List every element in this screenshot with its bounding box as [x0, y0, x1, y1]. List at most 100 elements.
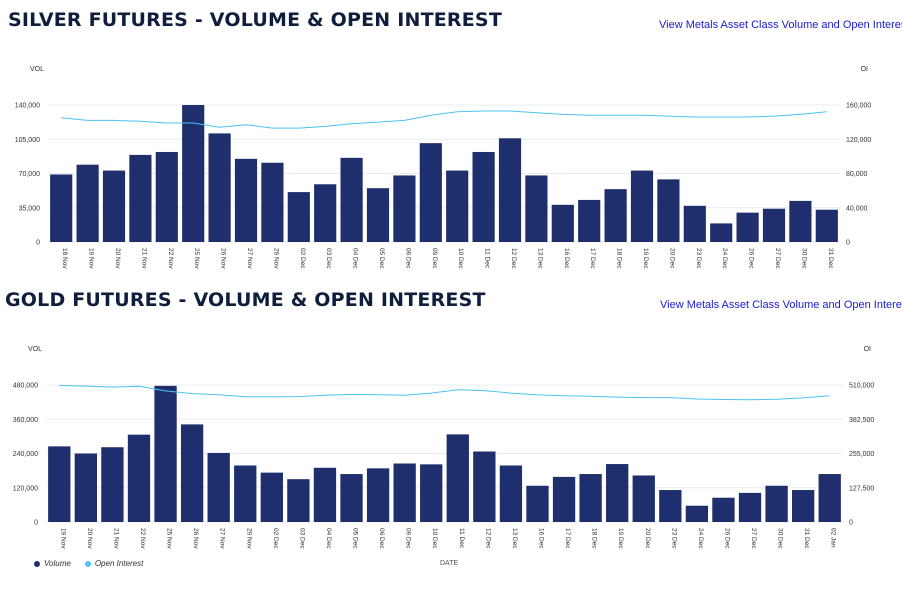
legend-open-interest[interactable]: Open Interest — [84, 559, 144, 568]
volume-bar — [234, 465, 257, 522]
volume-bar — [526, 485, 549, 522]
x-tick-label: 18 Dec — [591, 528, 598, 549]
x-tick-label: 06 Dec — [378, 528, 385, 549]
volume-bar — [340, 157, 363, 242]
volume-bar — [818, 474, 841, 522]
volume-bar — [736, 212, 759, 242]
x-tick-label: 25 Nov — [193, 248, 200, 269]
x-tick-label: 03 Dec — [325, 248, 332, 269]
volume-bar — [685, 505, 709, 522]
volume-bar — [287, 192, 310, 242]
x-tick-label: 17 Dec — [589, 248, 596, 269]
volume-bar — [180, 424, 204, 522]
x-tick-label: 06 Dec — [404, 248, 411, 269]
volume-bar — [525, 175, 548, 242]
x-tick-label: 22 Nov — [139, 528, 146, 549]
volume-bar — [659, 490, 682, 522]
legend-volume[interactable]: Volume — [34, 559, 71, 568]
volume-bar — [420, 464, 443, 522]
volume-bar — [314, 184, 337, 242]
volume-legend-icon — [34, 560, 40, 567]
y2-tick-label: 0 — [849, 520, 853, 527]
volume-bar — [446, 434, 469, 522]
x-tick-label: 11 Dec — [458, 528, 465, 549]
x-axis-title: DATE — [440, 560, 459, 567]
volume-bar — [154, 385, 177, 522]
x-tick-label: 27 Nov — [246, 248, 253, 269]
x-tick-label: 20 Nov — [86, 528, 93, 549]
volume-bar — [604, 189, 627, 242]
volume-bar — [446, 170, 469, 242]
y-tick-label: 240,000 — [13, 451, 38, 458]
y-tick-label: 35,000 — [19, 205, 41, 212]
volume-bar — [765, 485, 788, 522]
silver-metals-link[interactable]: View Metals Asset Class Volume and Open … — [659, 19, 902, 31]
y2-tick-label: 382,500 — [849, 417, 874, 424]
x-tick-label: 27 Dec — [750, 528, 757, 549]
volume-bar — [207, 452, 230, 522]
open-interest-line — [61, 110, 827, 129]
gold-chart-title: GOLD FUTURES - VOLUME & OPEN INTEREST — [5, 289, 486, 311]
legend-volume-label: Volume — [44, 559, 71, 568]
x-tick-label: 26 Dec — [748, 248, 755, 269]
volume-bar — [630, 170, 654, 242]
x-tick-label: 10 Dec — [457, 248, 464, 269]
x-tick-label: 16 Dec — [537, 528, 544, 549]
y-axis-label: VOL — [28, 346, 42, 353]
volume-bar — [101, 447, 124, 522]
x-tick-label: 04 Dec — [325, 528, 332, 549]
x-tick-label: 18 Dec — [616, 248, 623, 269]
x-tick-label: 20 Nov — [114, 248, 121, 269]
legend-open-interest-label: Open Interest — [94, 559, 144, 568]
x-tick-label: 09 Dec — [405, 528, 412, 549]
y2-tick-label: 510,000 — [849, 383, 874, 390]
x-tick-label: 05 Dec — [378, 248, 385, 269]
volume-bar — [287, 479, 310, 522]
x-tick-label: 02 Jan — [830, 528, 837, 548]
volume-bar — [815, 209, 838, 242]
x-tick-label: 04 Dec — [352, 248, 359, 269]
y2-tick-label: 160,000 — [846, 103, 871, 110]
volume-bar — [762, 208, 786, 242]
y2-tick-label: 40,000 — [846, 205, 868, 212]
x-tick-label: 29 Nov — [245, 528, 252, 549]
y-tick-label: 70,000 — [19, 171, 41, 178]
volume-bar — [789, 200, 812, 242]
x-tick-label: 13 Dec — [536, 248, 543, 269]
x-tick-label: 16 Dec — [563, 248, 570, 269]
volume-bar — [579, 474, 602, 522]
volume-bar — [366, 468, 390, 522]
y-tick-label: 0 — [36, 240, 40, 247]
x-tick-label: 19 Nov — [88, 248, 95, 269]
x-tick-label: 19 Dec — [642, 248, 649, 269]
x-tick-label: 21 Nov — [112, 528, 119, 549]
volume-bar — [129, 154, 152, 242]
y2-axis-label: OI — [864, 346, 871, 353]
volume-bar — [791, 490, 815, 522]
volume-bar — [155, 151, 178, 242]
y2-tick-label: 127,500 — [849, 485, 874, 492]
volume-bar — [738, 492, 762, 522]
x-tick-label: 25 Nov — [166, 528, 173, 549]
volume-bar — [127, 434, 151, 522]
x-tick-label: 24 Dec — [721, 248, 728, 269]
x-tick-label: 27 Nov — [219, 528, 226, 549]
volume-bar — [76, 164, 99, 242]
x-tick-label: 02 Dec — [299, 248, 306, 269]
x-tick-label: 30 Dec — [777, 528, 784, 549]
volume-bar — [710, 223, 733, 242]
x-tick-label: 24 Dec — [697, 528, 704, 549]
open-interest-line — [59, 385, 830, 401]
y2-tick-label: 0 — [846, 240, 850, 247]
gold-metals-link[interactable]: View Metals Asset Class Volume and Open … — [660, 299, 902, 311]
volume-bar — [578, 199, 601, 242]
x-tick-label: 13 Dec — [511, 528, 518, 549]
volume-bar — [499, 465, 523, 522]
volume-bar — [182, 105, 205, 242]
x-tick-label: 27 Dec — [774, 248, 781, 269]
volume-bar — [551, 204, 574, 242]
x-tick-label: 31 Dec — [827, 248, 834, 269]
x-tick-label: 11 Dec — [484, 248, 491, 269]
x-tick-label: 05 Dec — [352, 528, 359, 549]
silver-chart-title: SILVER FUTURES - VOLUME & OPEN INTEREST — [8, 9, 502, 31]
